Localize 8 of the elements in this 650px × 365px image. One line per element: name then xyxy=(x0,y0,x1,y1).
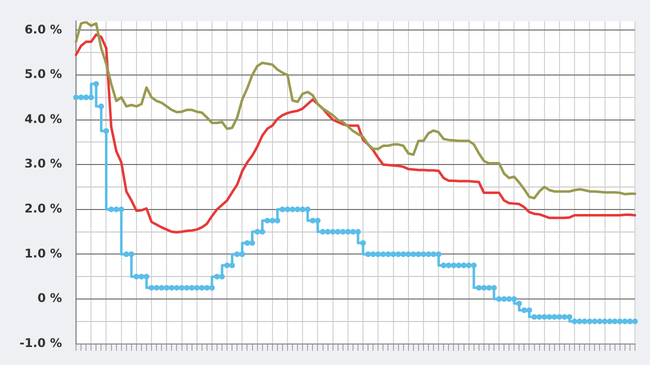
y-tick-label: 6.0 % xyxy=(24,22,62,36)
y-tick-label: -1.0 % xyxy=(20,336,62,350)
y-tick-label: 0 % xyxy=(37,291,62,306)
y-tick-label: 5.0 % xyxy=(24,67,62,82)
y-tick-label: 3.0 % xyxy=(24,156,62,171)
y-tick-label: 2.0 % xyxy=(24,202,62,216)
y-tick-label: 1.0 % xyxy=(24,246,62,260)
y-tick-label: 4.0 % xyxy=(24,112,62,126)
